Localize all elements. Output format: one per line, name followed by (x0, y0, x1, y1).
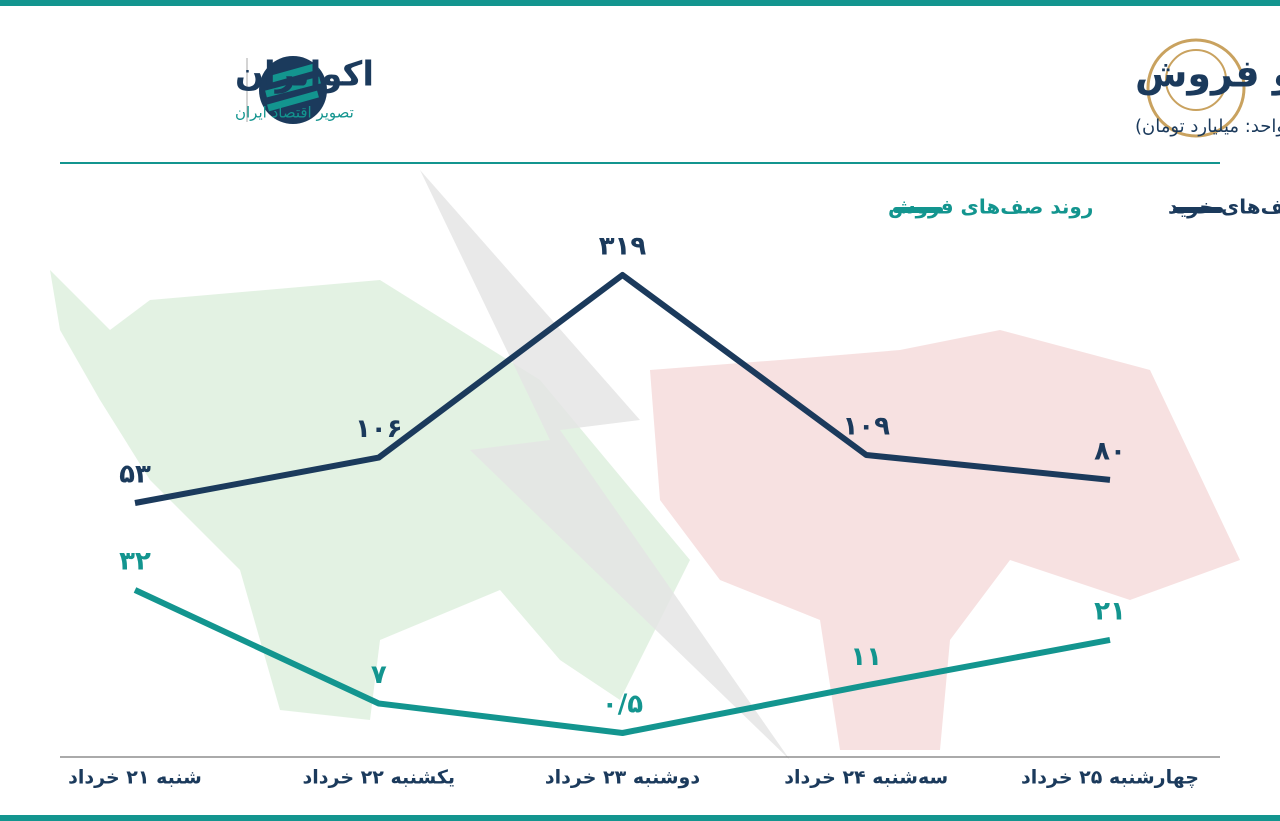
data-label: ۸۰ (1094, 436, 1126, 466)
data-label: ۵۳ (119, 460, 151, 490)
data-label: ۰/۵ (602, 690, 643, 720)
data-label: ۱۰۶ (355, 414, 403, 444)
series-line (133, 587, 1111, 736)
data-label: ۳۱۹ (599, 232, 647, 262)
brand-tagline: تصویر اقتصاد ایران (235, 104, 354, 122)
x-tick-label: دوشنبه ۲۳ خرداد (545, 767, 701, 789)
brand-name: اکوایران (235, 55, 374, 95)
data-label: ۲۱ (1094, 596, 1126, 626)
data-label: ۱۱ (850, 642, 882, 672)
bottom-band (0, 815, 1280, 821)
brand-logo (246, 56, 327, 124)
x-tick-label: شنبه ۲۱ خرداد (68, 767, 202, 789)
chart-title: روند هفته ارزش صف‌های خرید و فروش (1135, 52, 1280, 97)
chart-subtitle: (واحد: میلیارد تومان) (1135, 116, 1280, 137)
data-label: ۳۲ (119, 547, 151, 577)
bear-shape (650, 330, 1240, 750)
x-tick-label: یکشنبه ۲۲ خرداد (302, 767, 455, 789)
legend-label: روند صف‌های فروش (888, 195, 1093, 219)
data-label: ۱۰۹ (842, 412, 890, 442)
series-line (134, 272, 1111, 506)
x-tick-label: سه‌شنبه ۲۴ خرداد (784, 767, 948, 789)
brand-icon-stripes (265, 62, 321, 112)
exchange-logo (1146, 38, 1246, 138)
lightning-shape (420, 170, 790, 760)
top-band (0, 0, 1280, 6)
exchange-logo-inner (1165, 49, 1227, 111)
legend-label: روند صف‌های خرید (1168, 195, 1280, 219)
data-label: ۷ (371, 660, 387, 690)
x-tick-label: چهارشنبه ۲۵ خرداد (1021, 767, 1199, 789)
